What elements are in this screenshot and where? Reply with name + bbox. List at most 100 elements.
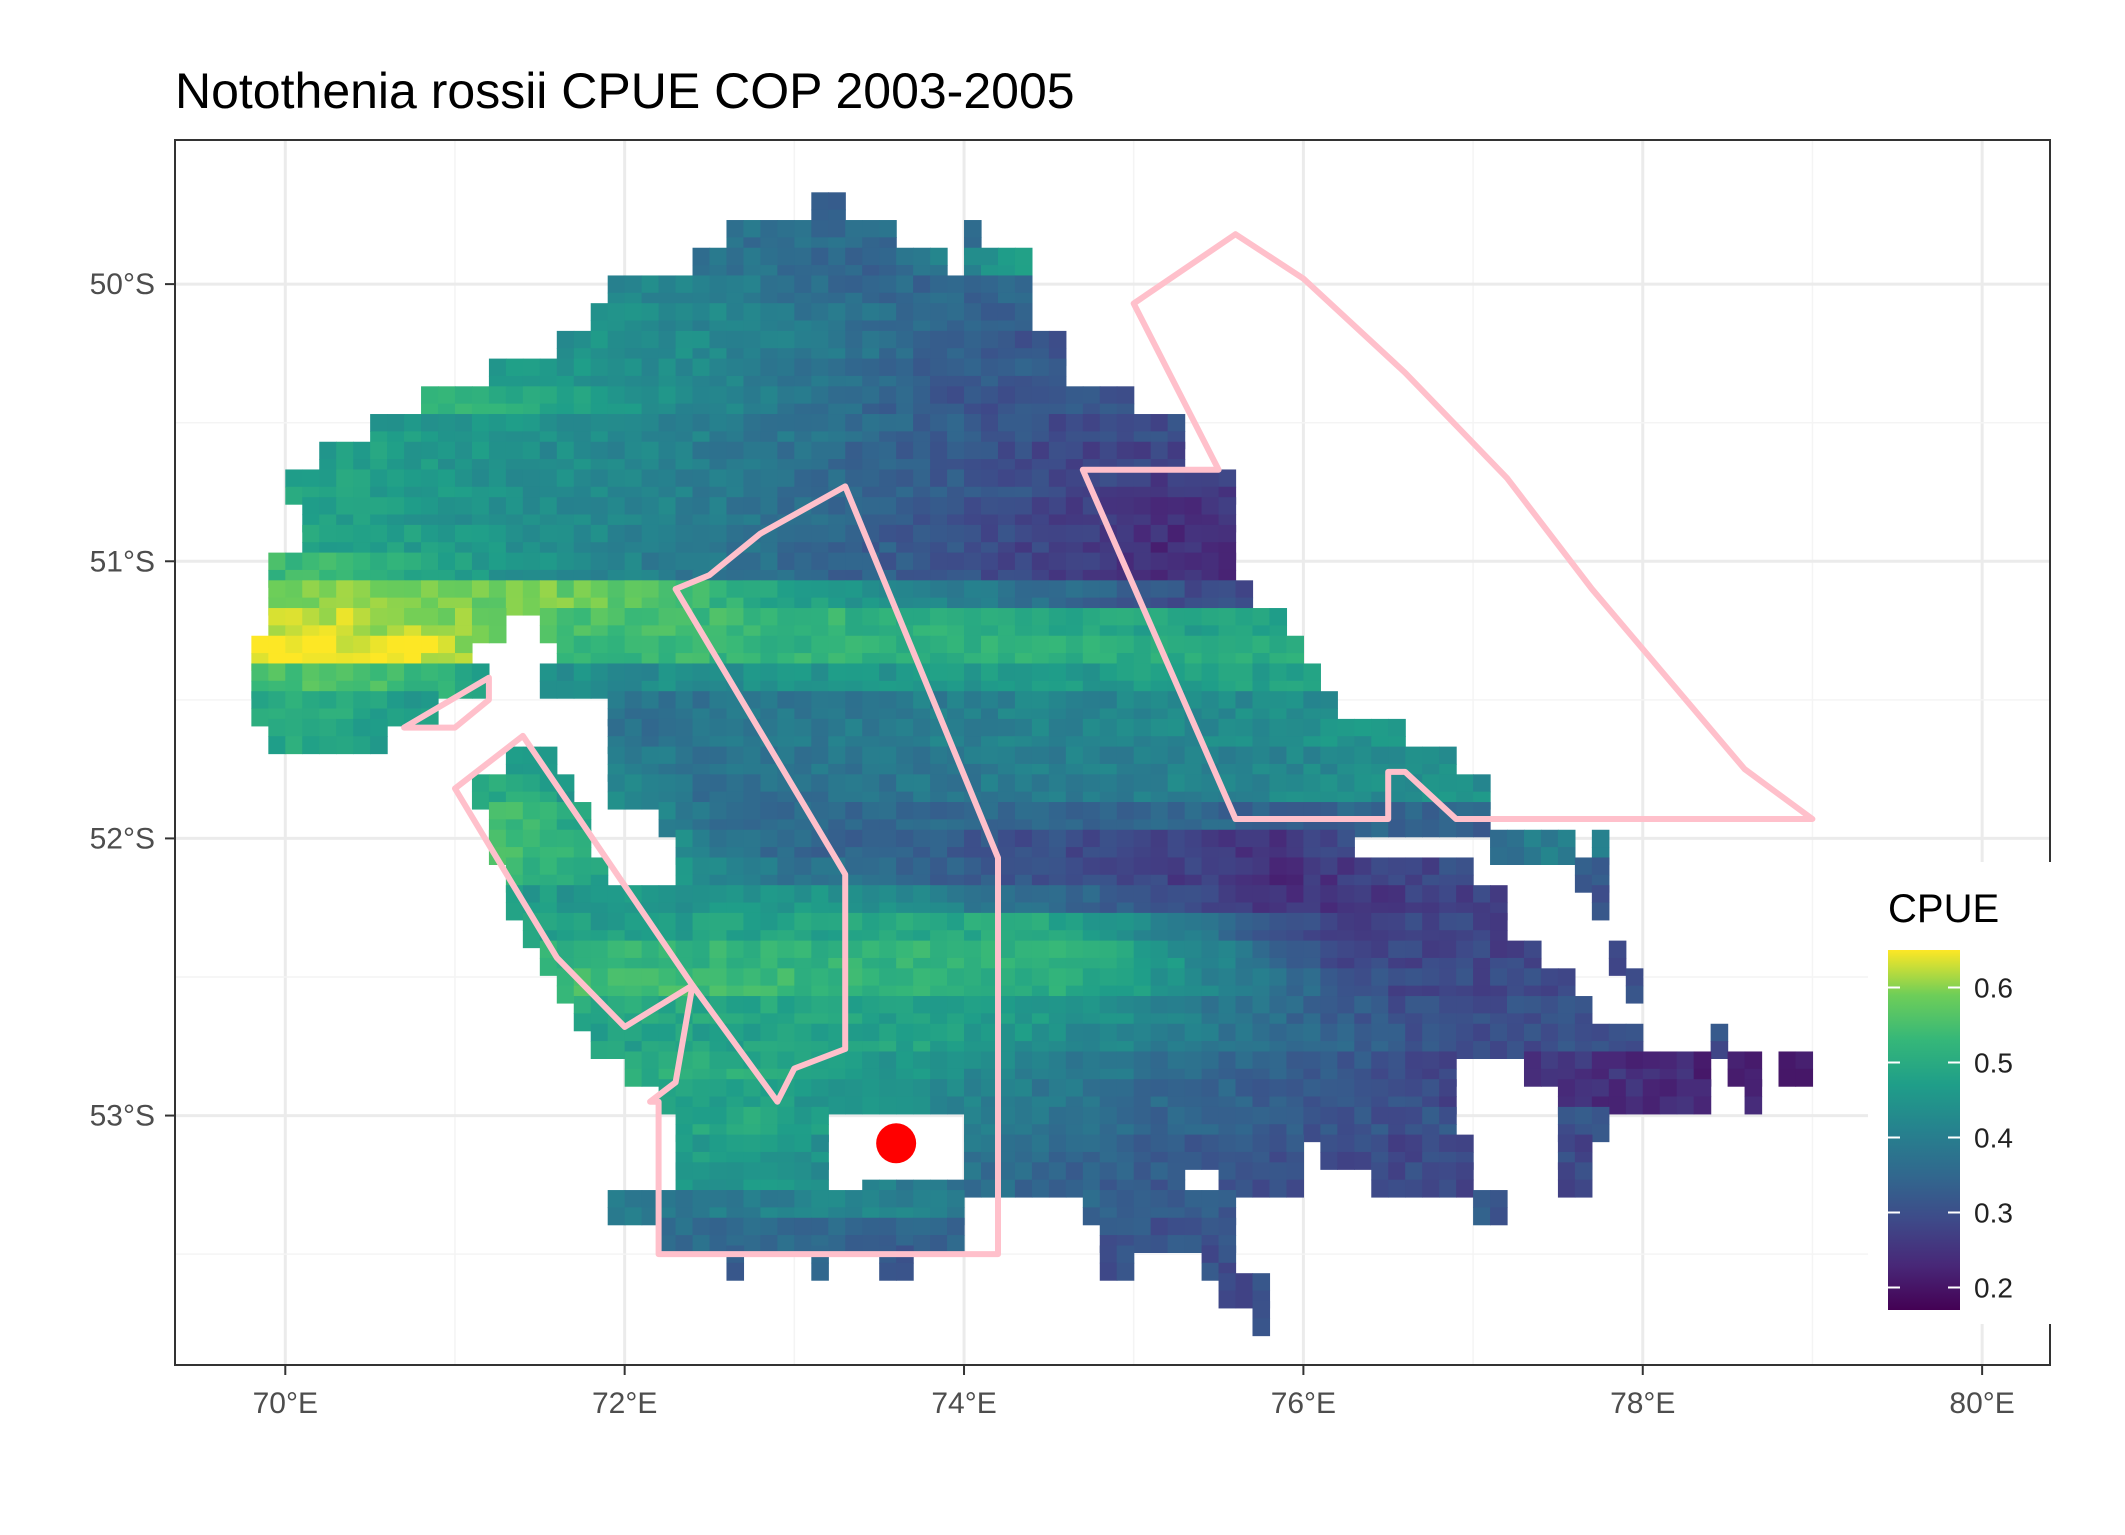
cpue-cell bbox=[1099, 691, 1118, 710]
cpue-cell bbox=[947, 996, 965, 1014]
cpue-cell bbox=[302, 497, 320, 516]
cpue-cell bbox=[981, 497, 999, 516]
cpue-cell bbox=[692, 414, 711, 432]
cpue-cell bbox=[862, 718, 880, 737]
cpue-cell bbox=[1031, 1079, 1050, 1098]
cpue-cell bbox=[1608, 1096, 1627, 1115]
cpue-cell bbox=[336, 635, 354, 654]
cpue-cell bbox=[1354, 885, 1372, 904]
cpue-cell bbox=[1744, 1051, 1763, 1070]
cpue-cell bbox=[488, 441, 507, 460]
cpue-cell bbox=[607, 386, 626, 405]
cpue-cell bbox=[828, 469, 846, 488]
cpue-cell bbox=[1065, 802, 1084, 820]
cpue-cell bbox=[1133, 691, 1152, 710]
cpue-cell bbox=[624, 1023, 643, 1042]
cpue-cell bbox=[1235, 1162, 1254, 1181]
cpue-cell bbox=[658, 580, 677, 599]
cpue-cell bbox=[947, 663, 965, 682]
cpue-cell bbox=[777, 829, 795, 848]
cpue-cell bbox=[981, 746, 999, 765]
cpue-cell bbox=[794, 940, 812, 959]
cpue-cell bbox=[845, 940, 863, 959]
cpue-cell bbox=[268, 580, 286, 599]
cpue-cell bbox=[1065, 469, 1084, 488]
cpue-cell bbox=[658, 1190, 677, 1208]
cpue-cell bbox=[505, 746, 524, 765]
cpue-cell bbox=[997, 829, 1016, 848]
cpue-cell bbox=[641, 1190, 660, 1208]
cpue-cell bbox=[726, 1051, 745, 1070]
cpue-cell bbox=[913, 1217, 931, 1236]
cpue-cell bbox=[285, 580, 303, 599]
cpue-cell bbox=[845, 1217, 863, 1236]
cpue-cell bbox=[1439, 746, 1457, 765]
cpue-cell bbox=[997, 275, 1016, 294]
cpue-cell bbox=[1167, 1079, 1186, 1098]
cpue-cell bbox=[896, 663, 914, 682]
cpue-cell bbox=[1574, 1162, 1593, 1181]
cpue-cell bbox=[1048, 746, 1067, 765]
cpue-cell bbox=[1031, 940, 1050, 959]
cpue-cell bbox=[1235, 746, 1254, 765]
cpue-cell bbox=[1473, 819, 1491, 838]
cpue-cell bbox=[692, 330, 711, 349]
cpue-cell bbox=[777, 635, 795, 654]
cpue-cell bbox=[879, 885, 897, 904]
cpue-cell bbox=[1523, 1051, 1542, 1070]
cpue-cell bbox=[1201, 802, 1220, 820]
cpue-cell bbox=[879, 608, 897, 626]
cpue-cell bbox=[1133, 1235, 1152, 1254]
cpue-cell bbox=[913, 857, 931, 876]
cpue-cell bbox=[964, 691, 982, 710]
cpue-cell bbox=[590, 635, 609, 654]
cpue-cell bbox=[913, 912, 931, 931]
cpue-cell bbox=[1439, 940, 1457, 959]
cpue-cell bbox=[539, 386, 558, 405]
cpue-cell bbox=[709, 1235, 728, 1254]
cpue-cell bbox=[1014, 774, 1033, 793]
cpue-cell bbox=[522, 524, 541, 543]
cpue-cell bbox=[1235, 635, 1254, 654]
cpue-cell bbox=[370, 469, 388, 488]
cpue-cell bbox=[607, 608, 626, 626]
cpue-cell bbox=[1269, 1023, 1288, 1042]
cpue-cell bbox=[1031, 1023, 1050, 1042]
cpue-cell bbox=[981, 552, 999, 571]
cpue-cell bbox=[1099, 414, 1118, 432]
cpue-cell bbox=[913, 330, 931, 349]
legend-title: CPUE bbox=[1888, 887, 1999, 931]
cpue-cell bbox=[726, 524, 745, 543]
cpue-cell bbox=[573, 524, 592, 543]
cpue-cell bbox=[1014, 580, 1033, 599]
cpue-cell bbox=[573, 608, 592, 626]
cpue-cell bbox=[607, 1207, 626, 1226]
cpue-cell bbox=[1490, 847, 1508, 865]
cpue-cell bbox=[1778, 1068, 1797, 1087]
cpue-cell bbox=[1252, 857, 1271, 876]
cpue-cell bbox=[1235, 1179, 1254, 1198]
cpue-cell bbox=[964, 885, 982, 904]
cpue-cell bbox=[505, 902, 524, 921]
cpue-cell bbox=[1354, 1151, 1372, 1170]
cpue-cell bbox=[997, 580, 1016, 599]
cpue-cell bbox=[675, 441, 694, 460]
cpue-cell bbox=[1218, 1051, 1237, 1070]
cpue-cell bbox=[438, 524, 456, 543]
cpue-cell bbox=[862, 691, 880, 710]
cpue-cell bbox=[1065, 996, 1084, 1014]
cpue-cell bbox=[1133, 414, 1152, 432]
cpue-cell bbox=[1405, 996, 1423, 1014]
cpue-cell bbox=[1422, 1051, 1440, 1070]
cpue-cell bbox=[913, 358, 931, 377]
cpue-cell bbox=[1371, 1106, 1389, 1125]
cpue-cell bbox=[573, 663, 592, 682]
cpue-cell bbox=[1048, 635, 1067, 654]
cpue-cell bbox=[1099, 1079, 1118, 1098]
cpue-cell bbox=[590, 1023, 609, 1042]
cpue-cell bbox=[624, 940, 643, 959]
cpue-cell bbox=[641, 791, 660, 810]
cpue-cell bbox=[777, 718, 795, 737]
cpue-cell bbox=[879, 663, 897, 682]
cpue-cell bbox=[1439, 1051, 1457, 1070]
